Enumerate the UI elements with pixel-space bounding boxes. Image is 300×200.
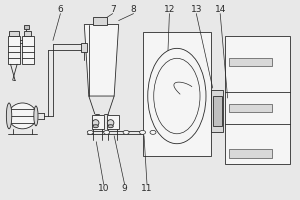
Circle shape — [104, 130, 110, 134]
Ellipse shape — [107, 120, 114, 126]
Text: 10: 10 — [98, 184, 110, 193]
Bar — [211, 90, 223, 132]
Bar — [142, 32, 211, 156]
Bar — [107, 115, 118, 129]
Text: 12: 12 — [164, 5, 175, 14]
Bar — [229, 104, 272, 112]
Text: 9: 9 — [122, 184, 128, 193]
Text: 14: 14 — [214, 5, 226, 14]
Circle shape — [123, 130, 129, 134]
Text: 8: 8 — [131, 5, 137, 14]
Ellipse shape — [8, 103, 37, 129]
Bar — [225, 36, 290, 164]
Bar — [213, 96, 222, 126]
Circle shape — [140, 130, 146, 134]
Ellipse shape — [93, 125, 98, 128]
Ellipse shape — [108, 125, 113, 128]
Circle shape — [87, 130, 93, 134]
Text: 7: 7 — [110, 5, 116, 14]
Polygon shape — [84, 25, 118, 96]
Text: 11: 11 — [141, 184, 153, 193]
Bar — [81, 43, 87, 52]
Bar — [229, 149, 272, 158]
Bar — [93, 17, 107, 25]
Bar — [22, 36, 34, 64]
Bar — [24, 25, 29, 28]
Text: 6: 6 — [58, 5, 63, 14]
Bar — [8, 36, 20, 64]
Ellipse shape — [92, 120, 99, 126]
Bar — [229, 58, 272, 66]
Bar — [92, 115, 104, 129]
Bar — [9, 31, 19, 36]
Ellipse shape — [34, 106, 38, 126]
Ellipse shape — [6, 103, 12, 129]
Circle shape — [150, 130, 156, 134]
Bar — [24, 31, 32, 36]
Text: 13: 13 — [190, 5, 202, 14]
Ellipse shape — [148, 48, 206, 144]
